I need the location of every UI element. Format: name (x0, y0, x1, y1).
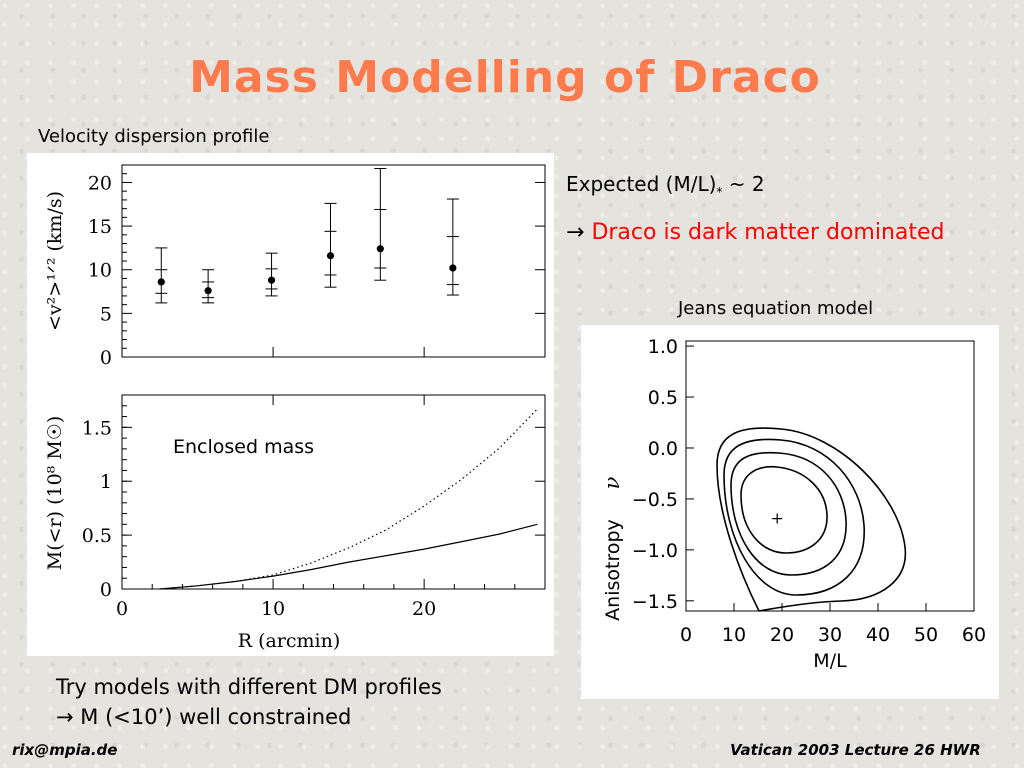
mass-ytick-label: 1.5 (82, 417, 112, 439)
likelihood-contours (716, 427, 907, 612)
mass-ytick-label: 0.5 (82, 525, 112, 547)
jeans-ytick-label: −0.5 (632, 489, 678, 511)
conclusion-line: → Draco is dark matter dominated (566, 220, 945, 245)
velocity-plot-frame (121, 164, 546, 358)
slide-title: Mass Modelling of Draco (189, 52, 821, 103)
arrow-icon: → (566, 220, 585, 245)
best-fit-marker: + (770, 508, 783, 527)
jeans-svg: 0 10 20 30 40 50 60 1.0 0.5 0.0 −0.5 −1.0 −1.5 + M/L… (600, 336, 986, 672)
jeans-xtick-label: 40 (866, 624, 890, 646)
arrow-icon-2: → (56, 705, 74, 729)
mass-axis-ticks: 0 0.5 1 1.5 0 10 20 (82, 395, 545, 620)
velocity-ytick-label: 10 (88, 260, 112, 282)
jeans-axis-ticks: 0 10 20 30 40 50 60 1.0 0.5 0.0 −0.5 −1.0 −1.5 (632, 336, 986, 646)
velocity-points (155, 167, 459, 304)
constrained-text: M (<10’) well constrained (73, 705, 352, 729)
try-models-text: Try models with different DM profiles (56, 675, 442, 699)
velocity-ytick-label: 5 (100, 303, 112, 325)
contour-3 (723, 438, 865, 596)
jeans-ytick-label: 0.5 (648, 387, 678, 409)
velocity-mass-figure: 0 5 10 15 20 <v²>¹ᐟ² (km/s) 0 0.5 1 1.5 0 10 20 M(… (27, 153, 554, 656)
jeans-xtick-label: 20 (770, 624, 794, 646)
expected-label: Expected (M/L) (566, 172, 717, 196)
jeans-x-label: M/L (813, 650, 847, 672)
constrained-line: → M (<10’) well constrained (56, 705, 351, 729)
velocity-y-ticks: 0 5 10 15 20 (88, 164, 545, 369)
velocity-ytick-label: 20 (88, 172, 112, 194)
jeans-plot-frame (685, 340, 975, 612)
jeans-ytick-label: −1.5 (632, 591, 678, 613)
footer-lecture-info: Vatican 2003 Lecture 26 HWR (730, 741, 981, 759)
footer-email[interactable]: rix@mpia.de (12, 741, 118, 759)
velocity-point (326, 252, 335, 260)
best-fit-plus: + (770, 508, 783, 527)
jeans-ytick-label: 1.0 (648, 336, 678, 358)
velocity-point (376, 245, 384, 253)
conclusion-text: Draco is dark matter dominated (591, 220, 945, 245)
expected-value: ~ 2 (722, 172, 765, 196)
velocity-point (157, 278, 165, 286)
mass-plot-frame (121, 394, 546, 590)
mass-xtick-label: 0 (116, 598, 128, 620)
velocity-mass-svg: 0 5 10 15 20 <v²>¹ᐟ² (km/s) 0 0.5 1 1.5 0 10 20 M(… (44, 164, 546, 652)
jeans-xtick-label: 0 (680, 624, 692, 646)
expected-subscript: * (716, 185, 723, 199)
velocity-y-label: <v²>¹ᐟ² (km/s) (44, 191, 66, 331)
jeans-ytick-label: 0.0 (648, 438, 678, 460)
contour-4 (716, 427, 907, 612)
jeans-caption: Jeans equation model (678, 298, 874, 319)
velocity-caption: Velocity dispersion profile (38, 126, 270, 147)
jeans-ytick-label: −1.0 (632, 540, 678, 562)
jeans-figure: 0 10 20 30 40 50 60 1.0 0.5 0.0 −0.5 −1.0 −1.5 + M/L… (581, 325, 999, 699)
jeans-xtick-label: 30 (818, 624, 842, 646)
expected-ml-text: Expected (M/L)* ~ 2 (566, 172, 765, 199)
nu-symbol: ν (600, 476, 624, 489)
mass-xtick-label: 20 (412, 598, 436, 620)
contour-2 (730, 451, 847, 576)
jeans-y-label: Anisotropy (602, 519, 624, 621)
velocity-point (267, 276, 276, 284)
velocity-point (204, 287, 212, 295)
mass-x-label: R (arcmin) (238, 630, 341, 652)
contour-1 (740, 466, 828, 554)
mass-xtick-label: 10 (261, 598, 285, 620)
jeans-xtick-label: 50 (914, 624, 938, 646)
jeans-xtick-label: 60 (962, 624, 986, 646)
mass-curve-solid (159, 523, 538, 590)
mass-ytick-label: 0 (100, 579, 112, 601)
mass-ytick-label: 1 (100, 471, 112, 493)
velocity-point (449, 264, 457, 272)
velocity-ytick-label: 0 (100, 347, 112, 369)
jeans-xtick-label: 10 (722, 624, 746, 646)
enclosed-mass-annotation: Enclosed mass (173, 436, 314, 458)
mass-y-label: M(<r) (10⁸ M☉) (44, 416, 66, 570)
velocity-ytick-label: 15 (88, 216, 112, 238)
